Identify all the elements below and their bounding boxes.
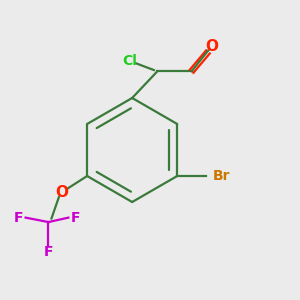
Text: F: F [70,211,80,225]
Text: O: O [205,39,218,54]
Text: F: F [44,245,53,259]
Text: Cl: Cl [122,54,136,68]
Text: O: O [56,185,68,200]
Text: Br: Br [213,169,230,183]
Text: F: F [14,211,23,225]
